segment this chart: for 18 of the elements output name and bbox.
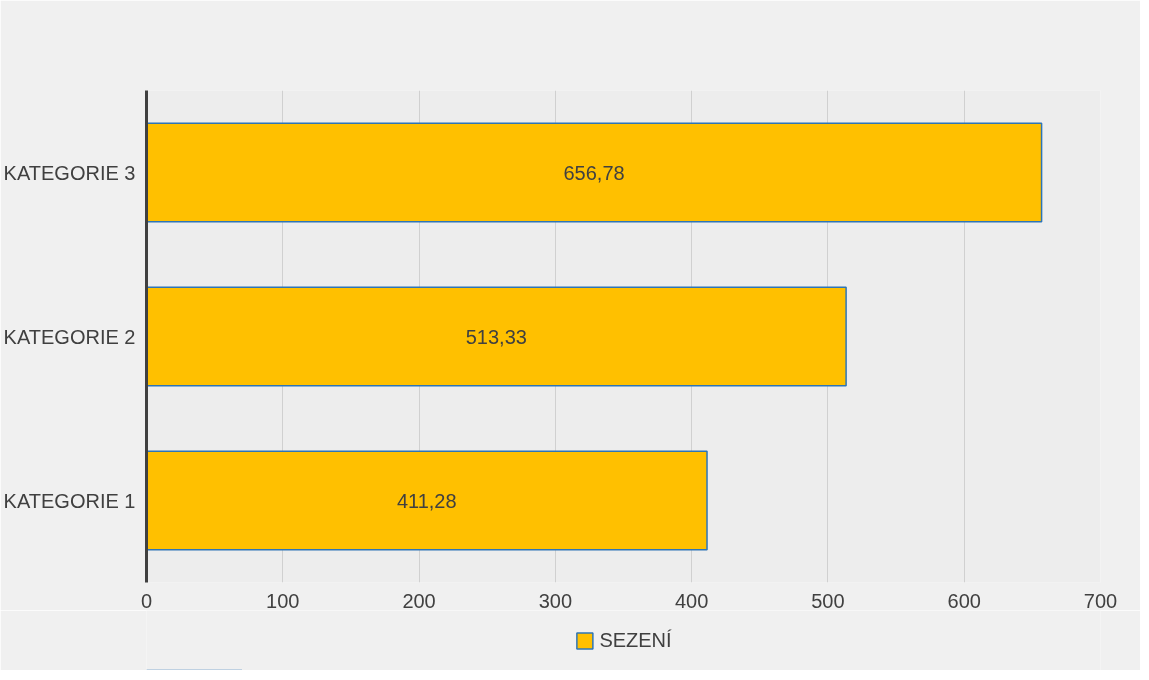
- bar: [146, 450, 708, 551]
- x-tick-label: 200: [402, 589, 436, 612]
- y-tick-label: KATEGORIE 2: [3, 325, 136, 348]
- x-tick-label: 400: [674, 589, 709, 612]
- data-label: 656,78: [563, 161, 625, 184]
- x-tick-label: 500: [811, 589, 845, 612]
- bar: [146, 286, 847, 387]
- x-tick-label: 600: [947, 589, 981, 612]
- bar: [146, 122, 1043, 223]
- x-tick-label: 100: [266, 589, 300, 612]
- data-label: 513,33: [465, 325, 527, 348]
- data-label: 411,28: [396, 489, 457, 512]
- x-tick-label: 0: [140, 589, 153, 612]
- legend-label: SEZENÍ: [599, 628, 672, 652]
- x-tick-label: 300: [538, 589, 573, 612]
- x-tick-label: 700: [1083, 589, 1118, 612]
- y-tick-label: KATEGORIE 3: [3, 161, 136, 184]
- y-tick-label: KATEGORIE 1: [3, 489, 136, 512]
